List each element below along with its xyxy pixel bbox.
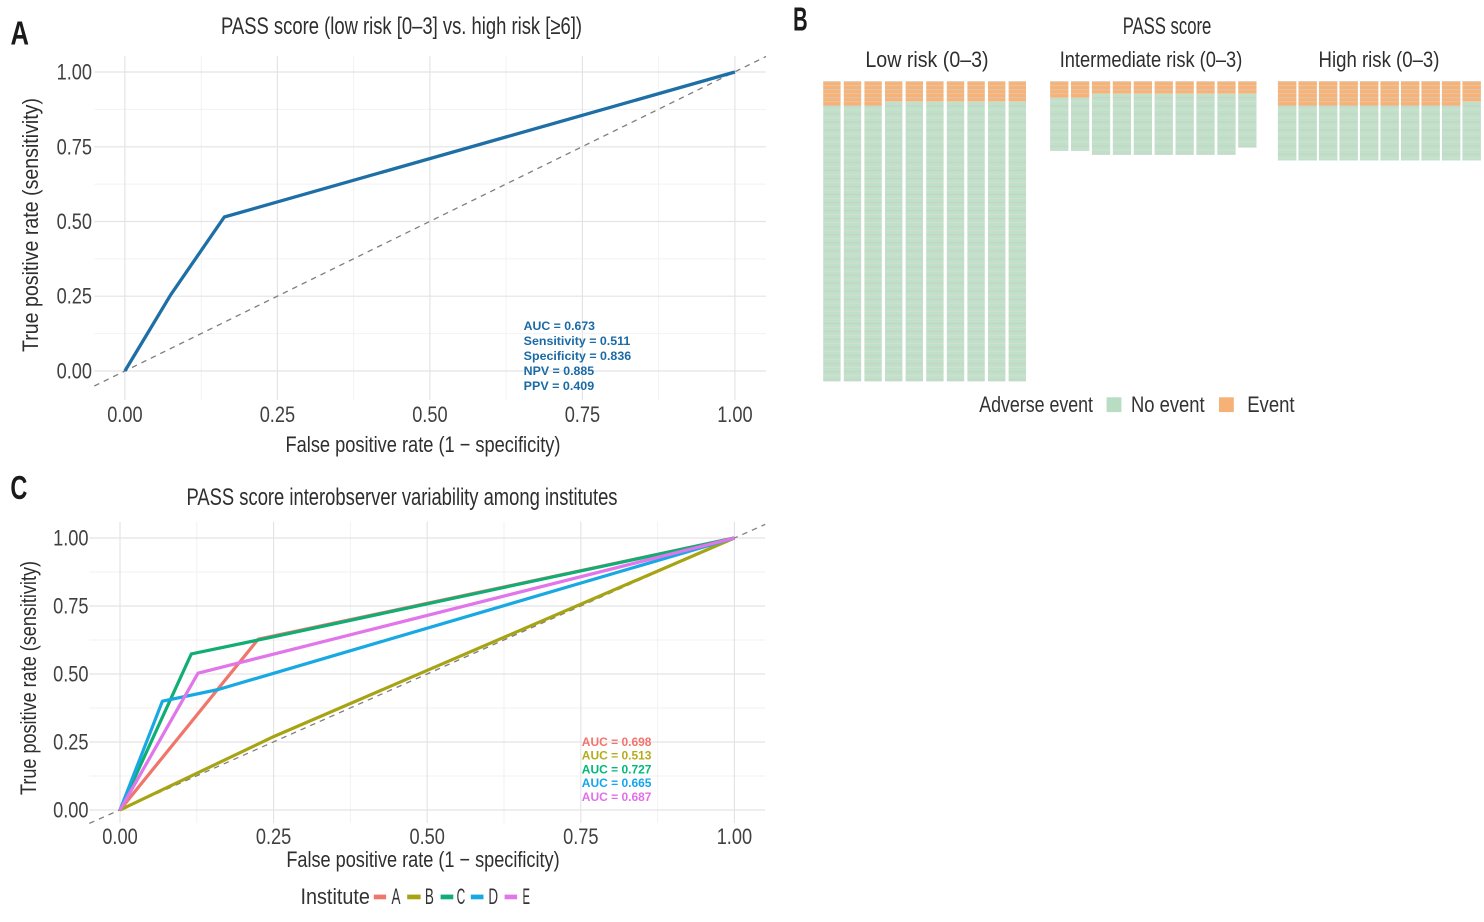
svg-text:0.00: 0.00 bbox=[102, 824, 137, 849]
svg-text:0.75: 0.75 bbox=[53, 594, 88, 619]
svg-text:AUC = 0.687: AUC = 0.687 bbox=[582, 792, 652, 804]
svg-text:0.50: 0.50 bbox=[57, 209, 92, 234]
svg-text:AUC = 0.665: AUC = 0.665 bbox=[582, 778, 652, 790]
svg-text:AUC = 0.513: AUC = 0.513 bbox=[582, 751, 652, 763]
svg-text:False positive rate (1 − speci: False positive rate (1 − specificity) bbox=[286, 432, 561, 457]
svg-text:0.75: 0.75 bbox=[565, 402, 600, 427]
svg-text:True positive rate (sensitivit: True positive rate (sensitivity) bbox=[18, 98, 43, 352]
svg-text:Specificity = 0.836: Specificity = 0.836 bbox=[524, 351, 632, 363]
svg-text:AUC = 0.698: AUC = 0.698 bbox=[582, 737, 652, 749]
svg-text:A: A bbox=[10, 15, 29, 52]
svg-text:1.00: 1.00 bbox=[53, 526, 88, 551]
svg-text:0.25: 0.25 bbox=[53, 730, 88, 755]
svg-text:0.75: 0.75 bbox=[57, 134, 92, 159]
svg-text:0.00: 0.00 bbox=[53, 798, 88, 823]
svg-text:0.50: 0.50 bbox=[412, 402, 447, 427]
svg-text:0.25: 0.25 bbox=[256, 824, 291, 849]
svg-text:0.25: 0.25 bbox=[260, 402, 295, 427]
svg-text:Event: Event bbox=[1247, 392, 1294, 417]
svg-text:C: C bbox=[457, 884, 466, 909]
svg-text:Low risk (0–3): Low risk (0–3) bbox=[865, 47, 988, 72]
svg-text:0.00: 0.00 bbox=[107, 402, 142, 427]
svg-text:High risk (0–3): High risk (0–3) bbox=[1319, 47, 1440, 72]
svg-text:PASS score interobserver varia: PASS score interobserver variability amo… bbox=[187, 484, 618, 511]
svg-text:Sensitivity = 0.511: Sensitivity = 0.511 bbox=[524, 336, 631, 348]
svg-text:B: B bbox=[425, 884, 434, 909]
svg-text:0.25: 0.25 bbox=[57, 284, 92, 309]
svg-text:0.50: 0.50 bbox=[53, 662, 88, 687]
svg-text:AUC = 0.673: AUC = 0.673 bbox=[524, 321, 595, 333]
svg-text:Intermediate risk (0–3): Intermediate risk (0–3) bbox=[1060, 47, 1243, 72]
svg-text:D: D bbox=[488, 884, 498, 909]
svg-text:0.00: 0.00 bbox=[57, 359, 92, 384]
svg-text:A: A bbox=[392, 884, 401, 909]
svg-text:1.00: 1.00 bbox=[717, 824, 752, 849]
svg-text:C: C bbox=[10, 469, 27, 506]
svg-text:AUC = 0.727: AUC = 0.727 bbox=[582, 764, 652, 776]
svg-text:Institute: Institute bbox=[301, 884, 370, 909]
svg-text:PASS score (low risk [0–3] vs.: PASS score (low risk [0–3] vs. high risk… bbox=[221, 13, 582, 40]
svg-text:True positive rate (sensitivit: True positive rate (sensitivity) bbox=[16, 561, 41, 795]
svg-text:0.75: 0.75 bbox=[563, 824, 598, 849]
svg-text:PPV = 0.409: PPV = 0.409 bbox=[524, 381, 595, 393]
svg-text:False positive rate (1 − speci: False positive rate (1 − specificity) bbox=[286, 847, 559, 872]
svg-text:No event: No event bbox=[1131, 392, 1205, 417]
svg-text:1.00: 1.00 bbox=[57, 60, 92, 85]
svg-text:1.00: 1.00 bbox=[717, 402, 752, 427]
svg-text:PASS score: PASS score bbox=[1123, 13, 1212, 40]
svg-text:NPV = 0.885: NPV = 0.885 bbox=[524, 366, 595, 378]
svg-text:Adverse event: Adverse event bbox=[979, 392, 1093, 417]
svg-text:B: B bbox=[793, 1, 808, 38]
svg-text:E: E bbox=[522, 884, 530, 909]
svg-text:0.50: 0.50 bbox=[410, 824, 445, 849]
